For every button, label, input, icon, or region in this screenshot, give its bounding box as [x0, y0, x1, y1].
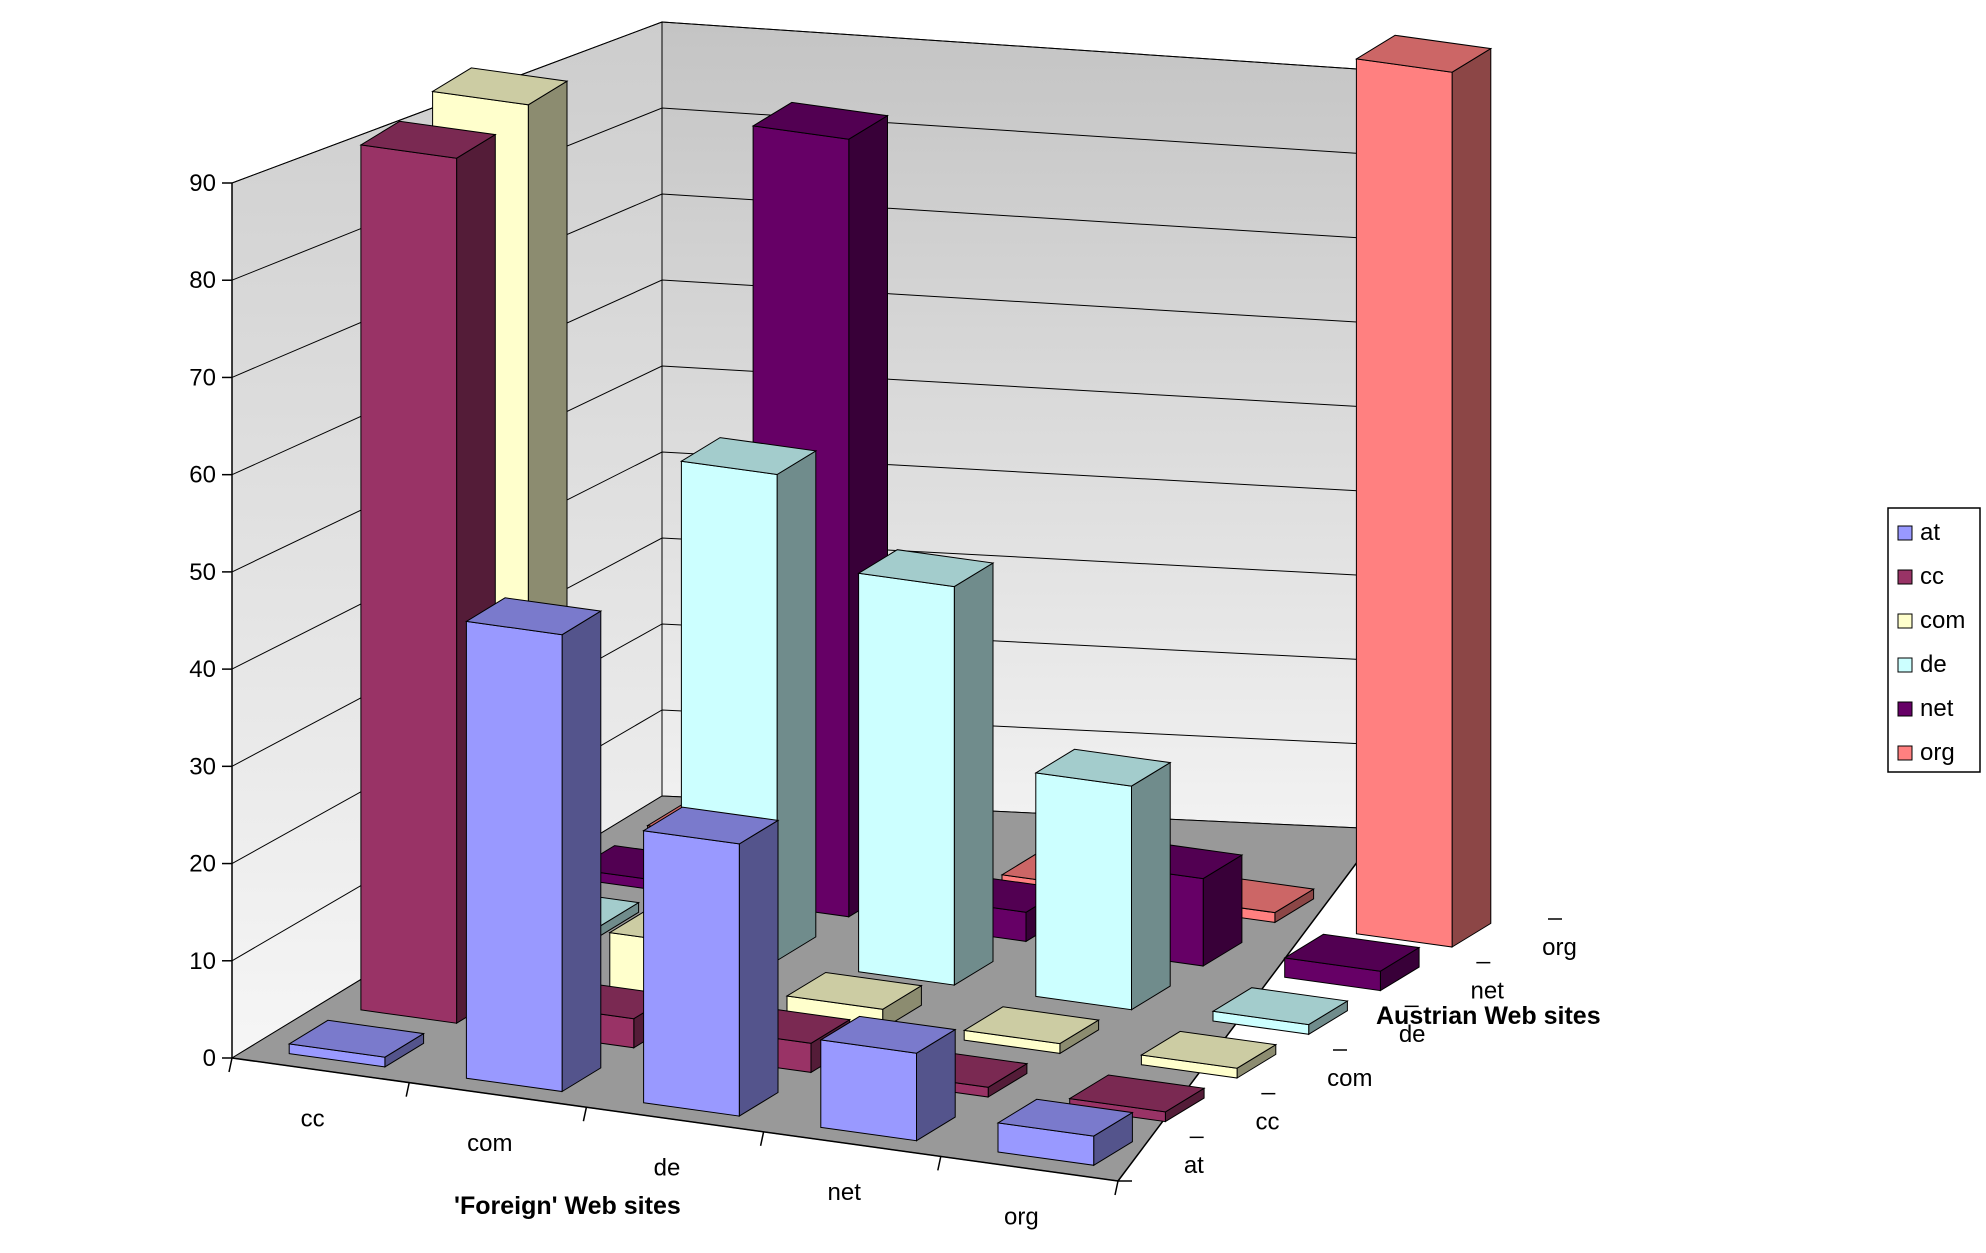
legend-label-org: org: [1920, 739, 1955, 766]
bar-top-face: [1211, 987, 1349, 1026]
legend-swatch-de: [1897, 657, 1913, 673]
x-tick-label-de: de: [654, 1155, 681, 1182]
bar-front-face: [1355, 58, 1453, 948]
depth-tick-label-de: de: [1399, 1021, 1426, 1048]
x-tick-mark: [582, 1107, 588, 1122]
y-tick-label: 80: [189, 267, 216, 294]
x-axis-title: 'Foreign' Web sites: [454, 1192, 681, 1220]
bars: [287, 34, 1493, 1167]
depth-tick-label-org: org: [1542, 934, 1577, 961]
bar-top-face: [464, 597, 603, 636]
bar-at-cc: [287, 1019, 426, 1068]
bar-top-face: [751, 101, 889, 140]
depth-tick-label-com: com: [1327, 1065, 1372, 1092]
x-tick-label-org: org: [1004, 1204, 1039, 1231]
bar-org-org: [1354, 34, 1493, 948]
bar-front-face: [360, 144, 458, 1024]
bar-top-face: [785, 971, 923, 1010]
bar-top-face: [819, 1015, 957, 1054]
bar-top-face: [287, 1019, 426, 1058]
bar-front-face: [465, 620, 563, 1093]
bar-top-face: [642, 806, 780, 845]
legend-label-com: com: [1920, 607, 1965, 634]
bar-at-de: [642, 806, 780, 1117]
bar-side-face: [561, 610, 602, 1093]
bar-top-face: [431, 67, 569, 106]
x-axis-line: [231, 1057, 1119, 1182]
bar-top-face: [1283, 933, 1421, 972]
y-tick-label: 60: [189, 462, 216, 489]
y-tick-label: 70: [189, 364, 216, 391]
bar-com-net: [962, 1006, 1101, 1055]
y-tick-label: 30: [189, 753, 216, 780]
legend-swatch-org: [1897, 745, 1913, 761]
x-tick-mark: [759, 1131, 765, 1146]
legend-label-net: net: [1920, 695, 1954, 722]
y-tick-label: 90: [189, 170, 216, 197]
x-tick-mark: [228, 1057, 233, 1073]
legend-label-cc: cc: [1920, 563, 1944, 590]
bar-top-face: [359, 120, 497, 159]
x-tick-mark: [937, 1156, 942, 1171]
bar-top-face: [1354, 34, 1493, 73]
bar-side-face: [953, 562, 994, 986]
x-tick-label-com: com: [467, 1130, 512, 1157]
bar-top-face: [962, 1006, 1101, 1045]
y-tick-label: 0: [203, 1045, 216, 1072]
y-tick-label: 50: [189, 559, 216, 586]
legend-swatch-at: [1897, 525, 1913, 541]
bar-side-face: [738, 819, 779, 1117]
legend-box: [1887, 507, 1981, 773]
depth-tick-label-at: at: [1184, 1152, 1204, 1179]
bar-at-com: [464, 597, 603, 1093]
bar-top-face: [996, 1098, 1134, 1137]
gridline: [231, 21, 1418, 184]
bar-com-org: [1139, 1030, 1278, 1079]
bar-front-face: [820, 1039, 917, 1142]
bar-top-face: [857, 549, 995, 588]
bar-front-face: [643, 830, 740, 1117]
bar-at-org: [996, 1098, 1134, 1167]
bar-de-net: [1034, 748, 1172, 1011]
bar-side-face: [1131, 761, 1171, 1011]
bar-de-org: [1211, 987, 1349, 1036]
x-tick-mark: [1114, 1180, 1119, 1196]
bar-side-face: [776, 450, 817, 962]
y-tick-label: 40: [189, 656, 216, 683]
y-tick-label: 20: [189, 851, 216, 878]
legend-label-de: de: [1920, 651, 1947, 678]
bar-top-face: [1139, 1030, 1278, 1069]
x-tick-mark: [405, 1082, 410, 1097]
bar-de-de: [857, 549, 995, 986]
bar-at-net: [819, 1015, 957, 1142]
legend: at cc com de net org: [1887, 507, 1981, 773]
bar-side-face: [1451, 47, 1492, 948]
y-tick-label: 10: [189, 948, 216, 975]
depth-tick-label-cc: cc: [1256, 1109, 1280, 1136]
x-tick-label-cc: cc: [301, 1105, 325, 1132]
depth-tick-label-net: net: [1471, 978, 1505, 1005]
bar-top-face: [1034, 748, 1172, 787]
depth-axis-title: Austrian Web sites: [1376, 1002, 1601, 1030]
x-tick-label-net: net: [828, 1179, 862, 1206]
x-axis: cc com de net org: [228, 1057, 1119, 1231]
bar-top-face: [1068, 1074, 1206, 1113]
legend-label-at: at: [1920, 519, 1940, 546]
legend-swatch-net: [1897, 701, 1913, 717]
bar-front-face: [858, 572, 955, 986]
legend-swatch-com: [1897, 613, 1913, 629]
bar-front-face: [1035, 772, 1132, 1011]
bar-top-face: [679, 437, 818, 476]
bar-net-org: [1283, 933, 1421, 992]
y-axis: 0 10 20 30 40 50 60 70 80 90: [189, 170, 233, 1072]
legend-swatch-cc: [1897, 569, 1913, 585]
